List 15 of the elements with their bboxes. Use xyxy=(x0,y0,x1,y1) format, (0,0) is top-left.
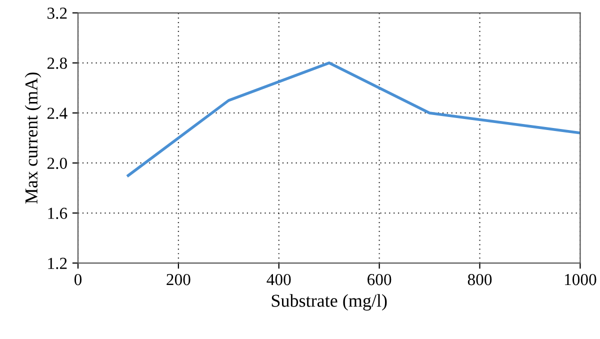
line-series xyxy=(126,62,580,177)
x-tick-label: 400 xyxy=(266,274,291,286)
x-tick-label: 600 xyxy=(368,274,392,286)
y-tick-label: 2.0 xyxy=(47,158,67,170)
x-tick-label: 1000 xyxy=(565,274,596,286)
x-tick-label: 0 xyxy=(74,274,82,286)
y-tick-label: 2.4 xyxy=(47,108,68,119)
x-axis-title: Substrate (mg/l) xyxy=(272,294,387,311)
y-tick-label: 1.2 xyxy=(48,258,67,270)
x-tick-label: 800 xyxy=(468,274,492,286)
y-axis-title: Max current (mA) xyxy=(24,72,42,204)
y-tick-label: 2.8 xyxy=(47,58,67,69)
y-tick-label: 1.6 xyxy=(48,208,68,220)
y-tick-label: 3.2 xyxy=(48,8,67,19)
x-tick-label: 200 xyxy=(166,274,190,286)
